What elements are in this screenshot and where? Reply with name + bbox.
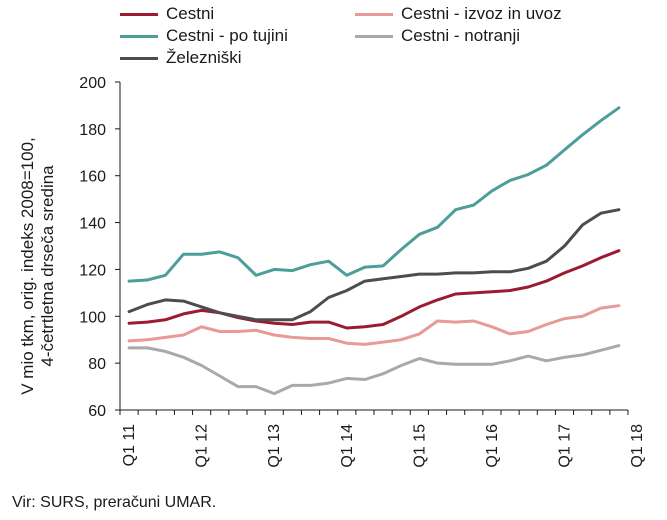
legend-item-cestni: Cestni xyxy=(120,4,214,24)
x-tick-label: Q1 14 xyxy=(339,424,356,468)
series-lines xyxy=(127,106,621,396)
x-tick-label: Q1 17 xyxy=(557,424,574,468)
y-tick-label: 60 xyxy=(88,403,106,420)
legend-label: Cestni - izvoz in uvoz xyxy=(401,4,562,23)
series-line-2 xyxy=(127,106,621,283)
series-line-3 xyxy=(127,344,621,396)
legend-swatch xyxy=(120,56,158,60)
y-tick-label: 120 xyxy=(79,262,106,279)
y-axis-label: V mio tkm, orig. indeks 2008=100, 4-četr… xyxy=(18,96,58,436)
y-tick-label: 80 xyxy=(88,356,106,373)
y-tick-label: 140 xyxy=(79,216,106,233)
x-tick-label: Q1 11 xyxy=(121,424,138,467)
legend-item-cestni-izvoz-in-uvoz: Cestni - izvoz in uvoz xyxy=(355,4,562,24)
legend-swatch xyxy=(120,34,158,38)
y-axis-label-line-2: 4-četrtletna drseča sredina xyxy=(38,165,57,367)
series-line-4 xyxy=(127,208,621,322)
legend-swatch xyxy=(355,34,393,38)
y-tick-label: 100 xyxy=(79,309,106,326)
legend-label: Cestni xyxy=(166,4,215,23)
legend-label: Železniški xyxy=(166,48,242,67)
source-note: Vir: SURS, preračuni UMAR. xyxy=(12,494,217,511)
legend-label: Cestni - po tujini xyxy=(166,26,288,45)
legend-swatch xyxy=(355,12,393,16)
y-tick-label: 180 xyxy=(79,122,106,139)
x-tick-label: Q1 12 xyxy=(194,424,211,468)
legend-item-zelezniski: Železniški xyxy=(120,48,242,68)
x-tick-label: Q1 15 xyxy=(411,424,428,468)
x-tick-label: Q1 18 xyxy=(629,424,646,468)
series-line-1 xyxy=(127,304,621,346)
legend-label: Cestni - notranji xyxy=(401,26,521,45)
y-tick-label: 200 xyxy=(79,75,106,92)
chart-axes: 60 80 100 120 140 160 180 200 Q1 11 Q1 12 Q1 13 Q1 … xyxy=(79,75,646,468)
y-axis-label-line-1: V mio tkm, orig. indeks 2008=100, xyxy=(18,137,37,395)
legend-swatch xyxy=(120,12,158,16)
x-tick-label: Q1 16 xyxy=(484,424,501,468)
series-line-0 xyxy=(127,249,621,330)
legend-item-cestni-po-tujini: Cestni - po tujini xyxy=(120,26,288,46)
x-tick-label: Q1 13 xyxy=(266,424,283,468)
y-tick-label: 160 xyxy=(79,169,106,186)
legend-item-cestni-notranji: Cestni - notranji xyxy=(355,26,520,46)
